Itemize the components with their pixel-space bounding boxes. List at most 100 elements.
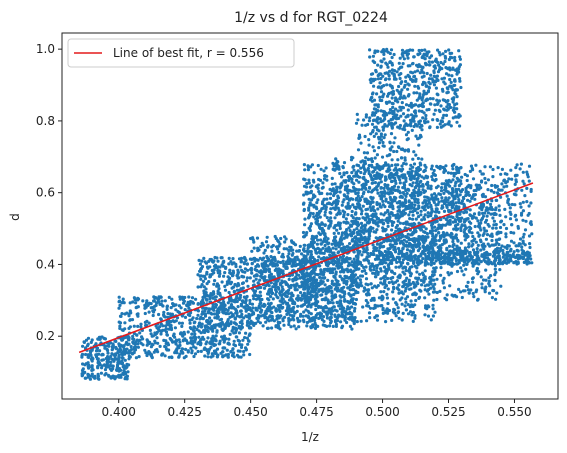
scatter-point (296, 304, 300, 308)
scatter-point (239, 260, 243, 264)
scatter-point (457, 200, 461, 204)
scatter-point (521, 235, 525, 239)
scatter-point (261, 324, 265, 328)
scatter-point (174, 308, 178, 312)
scatter-point (431, 285, 435, 289)
scatter-point (262, 251, 266, 255)
scatter-point (521, 170, 525, 174)
scatter-point (436, 184, 440, 188)
scatter-point (97, 377, 101, 381)
scatter-point (411, 213, 415, 217)
scatter-point (423, 269, 427, 273)
scatter-point (227, 290, 231, 295)
scatter-point (126, 337, 130, 342)
scatter-point (285, 294, 289, 299)
scatter-point (405, 191, 409, 196)
scatter-point (289, 325, 293, 329)
scatter-point (244, 309, 248, 313)
scatter-point (149, 302, 153, 306)
scatter-point (95, 357, 99, 361)
scatter-point (411, 245, 415, 249)
scatter-point (211, 354, 215, 358)
scatter-point (409, 163, 413, 167)
scatter-point (287, 252, 291, 256)
scatter-point (430, 175, 434, 179)
scatter-point (521, 200, 525, 204)
scatter-point (196, 324, 200, 328)
scatter-point (382, 265, 386, 269)
scatter-point (366, 190, 371, 194)
scatter-point (378, 81, 382, 85)
scatter-point (352, 309, 357, 313)
scatter-point (444, 179, 448, 183)
scatter-point (451, 215, 455, 220)
scatter-point (403, 211, 407, 215)
scatter-point (186, 303, 190, 307)
scatter-point (118, 324, 122, 328)
scatter-point (235, 294, 239, 298)
scatter-point (386, 301, 390, 306)
scatter-point (141, 343, 145, 347)
scatter-point (419, 289, 423, 293)
scatter-point (367, 288, 371, 292)
scatter-point (180, 321, 184, 325)
scatter-point (276, 260, 280, 264)
scatter-point (330, 176, 334, 180)
scatter-point (329, 260, 333, 265)
scatter-point (352, 257, 356, 261)
scatter-point (330, 182, 334, 186)
scatter-point (368, 201, 372, 205)
scatter-point (390, 223, 394, 227)
scatter-point (172, 320, 176, 324)
scatter-point (343, 274, 347, 278)
scatter-point (505, 194, 509, 198)
scatter-point (292, 314, 296, 318)
scatter-point (204, 287, 208, 291)
scatter-point (341, 306, 346, 310)
scatter-point (243, 256, 247, 261)
scatter-point (404, 194, 408, 198)
scatter-point (366, 214, 370, 218)
scatter-point (184, 339, 189, 343)
scatter-point (472, 212, 477, 216)
scatter-point (200, 259, 204, 263)
scatter-point (206, 329, 210, 334)
scatter-point (230, 314, 234, 318)
scatter-point (281, 305, 285, 309)
scatter-point (394, 229, 398, 233)
scatter-point (435, 297, 439, 302)
scatter-point (325, 290, 329, 295)
scatter-point (84, 352, 88, 357)
scatter-point (469, 164, 474, 168)
scatter-point (364, 277, 369, 281)
scatter-point (224, 266, 228, 270)
scatter-point (433, 282, 437, 286)
scatter-point (483, 165, 487, 169)
scatter-point (122, 344, 126, 348)
scatter-point (436, 197, 440, 201)
scatter-point (175, 316, 180, 320)
scatter-point (393, 242, 398, 246)
scatter-point (455, 95, 459, 99)
scatter-point (429, 318, 433, 322)
scatter-point (100, 366, 104, 370)
scatter-point (259, 269, 263, 273)
scatter-point (355, 227, 359, 231)
scatter-point (231, 352, 235, 356)
scatter-point (397, 216, 401, 220)
scatter-point (447, 196, 451, 200)
scatter-point (359, 319, 363, 323)
scatter-point (80, 354, 84, 358)
scatter-point (354, 265, 358, 269)
scatter-point (200, 283, 204, 287)
scatter-point (411, 292, 415, 297)
scatter-point (291, 251, 295, 256)
scatter-point (101, 358, 105, 362)
scatter-point (222, 354, 226, 358)
scatter-point (495, 291, 499, 295)
scatter-point (474, 290, 478, 294)
scatter-point (317, 288, 321, 292)
scatter-point (307, 178, 311, 182)
scatter-point (343, 298, 347, 302)
